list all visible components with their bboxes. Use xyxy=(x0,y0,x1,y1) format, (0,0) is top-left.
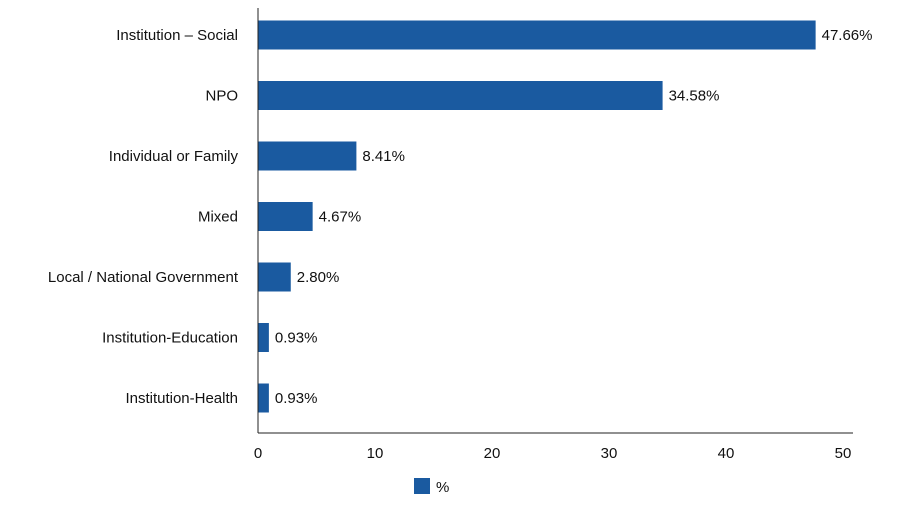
legend: % xyxy=(414,478,449,496)
x-tick-label: 50 xyxy=(835,445,852,462)
bars-layer xyxy=(258,20,816,413)
value-label: 47.66% xyxy=(822,27,873,44)
value-label: 0.93% xyxy=(275,330,318,347)
bar xyxy=(258,141,357,171)
value-label: 2.80% xyxy=(297,269,340,286)
bar xyxy=(258,383,269,413)
bar xyxy=(258,323,269,352)
value-label: 4.67% xyxy=(319,209,362,226)
value-label: 8.41% xyxy=(362,148,405,165)
category-label: NPO xyxy=(205,88,238,105)
axes-layer: 0 10 20 30 40 50 xyxy=(254,8,853,462)
x-tick-label: 20 xyxy=(484,445,501,462)
category-label: Local / National Government xyxy=(48,269,239,286)
value-label: 0.93% xyxy=(275,390,318,407)
category-label: Institution-Health xyxy=(125,390,238,407)
bar xyxy=(258,262,291,292)
category-label: Individual or Family xyxy=(109,148,239,165)
x-tick-label: 40 xyxy=(718,445,735,462)
bar xyxy=(258,20,816,50)
legend-label: % xyxy=(436,479,449,496)
x-tick-label: 10 xyxy=(367,445,384,462)
category-label: Institution-Education xyxy=(102,330,238,347)
labels-layer: Institution – Social 47.66% NPO 34.58% Indiv… xyxy=(48,27,873,407)
bar xyxy=(258,202,313,231)
value-label: 34.58% xyxy=(669,88,720,105)
bar xyxy=(258,81,663,110)
legend-swatch xyxy=(414,478,430,494)
category-label: Institution – Social xyxy=(116,27,238,44)
x-tick-label: 30 xyxy=(601,445,618,462)
category-label: Mixed xyxy=(198,209,238,226)
x-tick-label: 0 xyxy=(254,445,262,462)
